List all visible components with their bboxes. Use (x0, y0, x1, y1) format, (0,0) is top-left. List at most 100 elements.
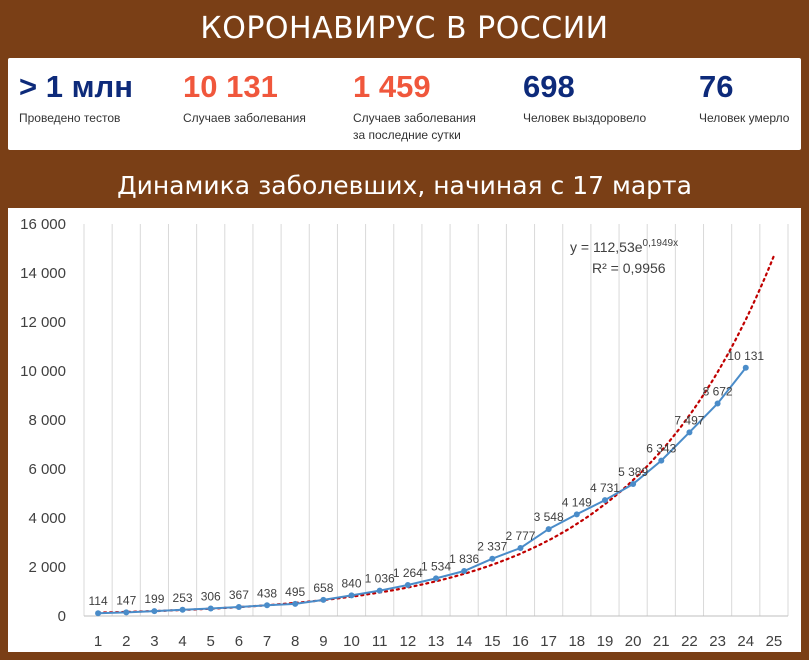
y-tick-label: 6 000 (28, 461, 66, 478)
data-point (235, 604, 242, 611)
data-point (348, 592, 355, 599)
data-point (179, 606, 186, 613)
x-tick-label: 22 (681, 633, 698, 650)
data-label: 3 548 (534, 510, 564, 524)
trendline-equation: y = 112,53e0,1949x (570, 238, 678, 255)
x-tick-label: 4 (178, 633, 186, 650)
x-tick-label: 13 (428, 633, 445, 650)
data-label: 306 (201, 590, 221, 604)
x-tick-label: 5 (207, 633, 215, 650)
x-tick-label: 24 (737, 633, 754, 650)
data-point (742, 364, 749, 371)
data-point (714, 400, 721, 407)
stat-daily-cases: 1 459 Случаев заболевания за последние с… (353, 68, 476, 144)
data-point (320, 596, 327, 603)
x-tick-label: 25 (766, 633, 783, 650)
x-tick-label: 7 (263, 633, 271, 650)
data-label: 1 534 (421, 559, 451, 573)
data-point (658, 457, 665, 464)
stat-recovered-label: Человек выздоровело (523, 111, 647, 125)
data-label: 199 (144, 592, 164, 606)
equation-exponent: 0,1949x (643, 238, 679, 249)
data-point (517, 544, 524, 551)
data-label: 4 731 (590, 481, 620, 495)
data-point (489, 555, 496, 562)
stat-deaths-value: 76 (699, 69, 734, 104)
data-point (376, 587, 383, 594)
x-tick-label: 23 (709, 633, 726, 650)
data-point (292, 600, 299, 607)
data-label: 147 (116, 593, 136, 607)
data-point (207, 605, 214, 612)
y-tick-label: 2 000 (28, 559, 66, 576)
stat-recovered-value: 698 (523, 69, 575, 104)
data-point (151, 608, 158, 615)
data-label: 4 149 (562, 495, 592, 509)
data-point (545, 526, 552, 533)
stat-daily-cases-label-line2: за последние сутки (353, 128, 461, 142)
x-tick-label: 14 (456, 633, 473, 650)
data-point (573, 511, 580, 518)
data-point (461, 568, 468, 575)
data-point (630, 480, 637, 487)
y-tick-label: 4 000 (28, 510, 66, 527)
data-label: 7 497 (674, 413, 704, 427)
trendline-r-squared: R² = 0,9956 (592, 260, 666, 276)
x-tick-label: 10 (343, 633, 360, 650)
y-tick-label: 14 000 (20, 265, 66, 282)
data-label: 5 389 (618, 465, 648, 479)
x-tick-label: 8 (291, 633, 299, 650)
stats-panel: > 1 млн Проведено тестов 10 131 Случаев … (8, 58, 801, 150)
stat-deaths-label: Человек умерло (699, 111, 790, 125)
stat-deaths: 76 Человек умерло (699, 68, 789, 127)
y-tick-label: 16 000 (20, 216, 66, 233)
x-tick-label: 1 (94, 633, 102, 650)
data-label: 367 (229, 588, 249, 602)
data-label: 658 (313, 581, 333, 595)
stat-tests-value: > 1 млн (19, 69, 133, 104)
series-line (98, 367, 747, 615)
stat-daily-cases-label: Случаев заболевания за последние сутки (353, 110, 476, 144)
data-point (123, 609, 130, 616)
data-label: 840 (342, 576, 362, 590)
stat-cases-label: Случаев заболевания (183, 111, 306, 125)
data-label: 1 836 (449, 552, 479, 566)
page-title: КОРОНАВИРУС В РОССИИ (200, 11, 609, 46)
data-point (433, 575, 439, 582)
data-point (264, 602, 271, 609)
data-label: 2 337 (477, 540, 507, 554)
stat-daily-cases-label-line1: Случаев заболевания (353, 111, 476, 125)
data-label: 6 343 (646, 442, 676, 456)
cases-line-chart: 0 2 000 4 000 6 000 8 000 10 000 12 000 14 000 1… (20, 216, 789, 650)
chart-title: Динамика заболевших, начиная с 17 марта (117, 171, 692, 200)
data-label: 495 (285, 585, 305, 599)
x-tick-label: 16 (512, 633, 529, 650)
x-tick-label: 2 (122, 633, 130, 650)
y-tick-label: 8 000 (28, 412, 66, 429)
stat-tests-label: Проведено тестов (19, 111, 121, 125)
data-point (95, 610, 102, 617)
data-label: 253 (173, 591, 193, 605)
equation-base: y = 112,53e (570, 239, 643, 255)
x-tick-label: 12 (399, 633, 416, 650)
x-tick-label: 15 (484, 633, 501, 650)
data-label: 114 (89, 594, 108, 608)
data-label: 1 036 (365, 572, 395, 586)
x-tick-label: 17 (540, 633, 557, 650)
data-label: 2 777 (505, 529, 535, 543)
stat-recovered: 698 Человек выздоровело (523, 68, 646, 127)
data-label: 1 264 (393, 566, 423, 580)
y-tick-label: 10 000 (20, 363, 66, 380)
x-tick-label: 6 (235, 633, 243, 650)
stat-tests: > 1 млн Проведено тестов (19, 68, 133, 127)
x-tick-label: 18 (568, 633, 585, 650)
stat-daily-cases-value: 1 459 (353, 69, 431, 104)
x-tick-label: 11 (372, 633, 388, 650)
data-point (601, 497, 608, 504)
x-tick-label: 21 (653, 633, 670, 650)
data-label: 10 131 (727, 349, 764, 363)
chart-container: 0 2 000 4 000 6 000 8 000 10 000 12 000 14 000 1… (8, 208, 801, 652)
data-point (404, 582, 411, 589)
x-tick-label: 20 (625, 633, 642, 650)
x-tick-label: 19 (597, 633, 614, 650)
